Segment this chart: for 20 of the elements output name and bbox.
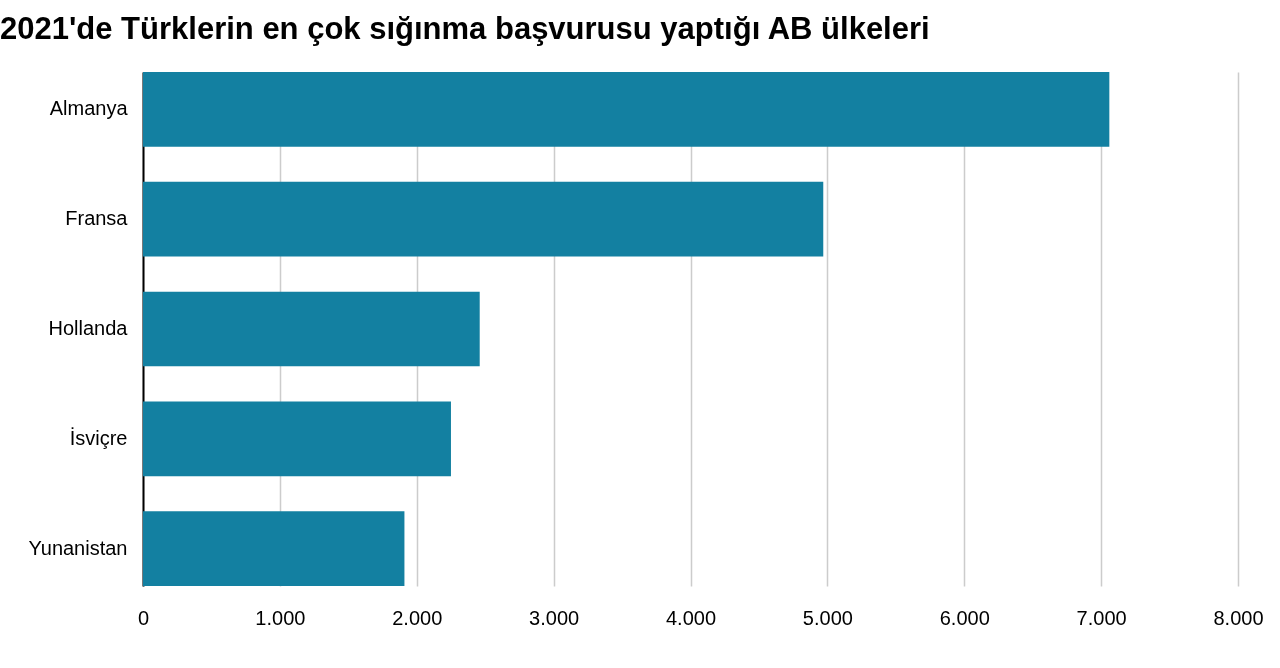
x-tick-label: 7.000 bbox=[1076, 606, 1127, 629]
x-tick-label: 0 bbox=[137, 606, 150, 629]
bar bbox=[143, 291, 480, 367]
chart-title: 2021'de Türklerin en çok sığınma başvurusu yaptığı AB ülkeleri bbox=[0, 11, 930, 46]
bar bbox=[143, 181, 824, 257]
y-tick-label: Almanya bbox=[49, 97, 129, 120]
x-tick-label: 2.000 bbox=[392, 606, 443, 629]
x-tick-label: 8.000 bbox=[1213, 606, 1264, 629]
bar bbox=[143, 401, 451, 477]
bar bbox=[143, 72, 1110, 147]
x-tick-label: 5.000 bbox=[802, 606, 853, 629]
y-tick-label: İsviçre bbox=[69, 426, 128, 449]
x-tick-label: 3.000 bbox=[529, 606, 580, 629]
y-tick-label: Yunanistan bbox=[28, 536, 128, 559]
y-tick-label: Hollanda bbox=[48, 317, 129, 339]
y-tick-label: Fransa bbox=[65, 207, 129, 230]
bar bbox=[143, 511, 405, 586]
x-tick-label: 6.000 bbox=[939, 606, 990, 629]
x-tick-label: 1.000 bbox=[255, 606, 306, 629]
x-tick-label: 4.000 bbox=[665, 606, 717, 629]
